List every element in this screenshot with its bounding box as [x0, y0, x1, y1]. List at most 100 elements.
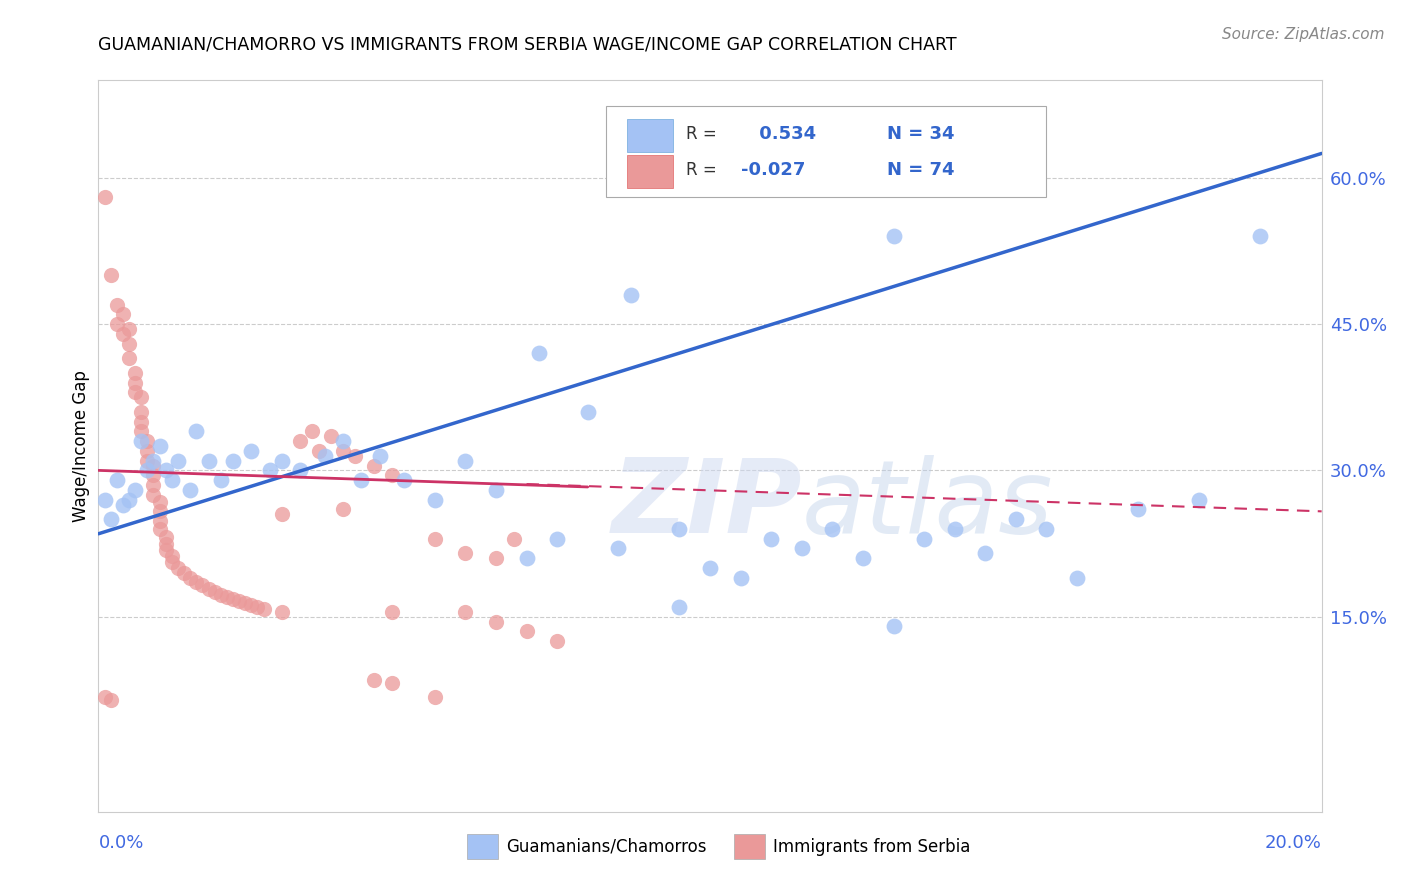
- Point: [527, 346, 550, 360]
- Point: [191, 578, 214, 592]
- Point: [1128, 502, 1150, 516]
- Point: [1066, 571, 1088, 585]
- Point: [111, 498, 134, 512]
- Point: [142, 453, 165, 467]
- Point: [392, 473, 416, 487]
- Text: -0.027: -0.027: [741, 161, 806, 179]
- Point: [332, 502, 354, 516]
- Point: [179, 483, 201, 497]
- Point: [197, 582, 219, 597]
- Text: atlas: atlas: [801, 455, 1053, 555]
- Point: [852, 551, 875, 566]
- Point: [454, 605, 477, 619]
- Point: [129, 415, 152, 429]
- Point: [759, 532, 782, 546]
- Point: [105, 297, 128, 311]
- Point: [883, 619, 905, 633]
- Point: [240, 443, 263, 458]
- Point: [516, 551, 538, 566]
- Point: [485, 483, 508, 497]
- Text: 20.0%: 20.0%: [1265, 834, 1322, 852]
- Point: [118, 322, 141, 336]
- Point: [1249, 229, 1271, 244]
- Point: [186, 425, 208, 439]
- Point: [454, 453, 477, 467]
- Point: [124, 385, 146, 400]
- Point: [546, 634, 568, 648]
- Point: [222, 453, 245, 467]
- Point: [222, 592, 245, 607]
- Point: [155, 536, 177, 550]
- Text: 0.534: 0.534: [752, 125, 815, 143]
- Point: [546, 532, 568, 546]
- Point: [136, 463, 159, 477]
- Point: [516, 624, 538, 639]
- Point: [943, 522, 966, 536]
- Bar: [627, 119, 673, 152]
- Point: [167, 453, 190, 467]
- Point: [423, 492, 446, 507]
- Point: [105, 317, 128, 331]
- Point: [363, 458, 385, 473]
- Point: [252, 602, 274, 616]
- Text: Source: ZipAtlas.com: Source: ZipAtlas.com: [1222, 27, 1385, 42]
- Point: [142, 458, 165, 473]
- Point: [332, 443, 354, 458]
- Point: [142, 468, 165, 483]
- Point: [730, 571, 752, 585]
- Point: [314, 449, 336, 463]
- Point: [308, 443, 330, 458]
- Text: Immigrants from Serbia: Immigrants from Serbia: [773, 838, 970, 855]
- Point: [668, 522, 690, 536]
- Point: [668, 599, 690, 614]
- Point: [160, 549, 183, 564]
- Point: [215, 590, 238, 604]
- Point: [111, 307, 134, 321]
- Point: [204, 585, 226, 599]
- Point: [270, 605, 292, 619]
- Text: N = 74: N = 74: [887, 161, 955, 179]
- Point: [228, 594, 250, 608]
- Point: [270, 453, 292, 467]
- Point: [129, 390, 152, 404]
- Point: [363, 673, 385, 687]
- Point: [485, 551, 508, 566]
- Point: [699, 561, 721, 575]
- Point: [290, 463, 312, 477]
- Point: [381, 605, 404, 619]
- Point: [246, 599, 269, 614]
- Point: [155, 543, 177, 558]
- Point: [118, 336, 141, 351]
- Point: [105, 473, 128, 487]
- Point: [136, 453, 159, 467]
- Point: [503, 532, 526, 546]
- Point: [124, 376, 146, 390]
- Point: [136, 434, 159, 449]
- Point: [167, 561, 190, 575]
- Point: [142, 488, 165, 502]
- Point: [1188, 492, 1211, 507]
- Point: [209, 473, 232, 487]
- Text: 0.0%: 0.0%: [98, 834, 143, 852]
- Text: GUAMANIAN/CHAMORRO VS IMMIGRANTS FROM SERBIA WAGE/INCOME GAP CORRELATION CHART: GUAMANIAN/CHAMORRO VS IMMIGRANTS FROM SE…: [98, 36, 957, 54]
- Text: R =: R =: [686, 161, 721, 179]
- Point: [619, 288, 641, 302]
- Point: [332, 434, 354, 449]
- Point: [129, 434, 152, 449]
- Point: [368, 449, 391, 463]
- Point: [423, 532, 446, 546]
- Point: [240, 598, 263, 612]
- Point: [93, 690, 115, 704]
- Point: [124, 483, 146, 497]
- Point: [270, 508, 292, 522]
- Point: [576, 405, 599, 419]
- Text: ZIP: ZIP: [612, 454, 803, 555]
- Text: Guamanians/Chamorros: Guamanians/Chamorros: [506, 838, 707, 855]
- Point: [129, 425, 152, 439]
- Point: [111, 326, 134, 341]
- Point: [974, 546, 997, 560]
- Point: [319, 429, 342, 443]
- Point: [173, 566, 195, 580]
- Point: [350, 473, 373, 487]
- Text: N = 34: N = 34: [887, 125, 955, 143]
